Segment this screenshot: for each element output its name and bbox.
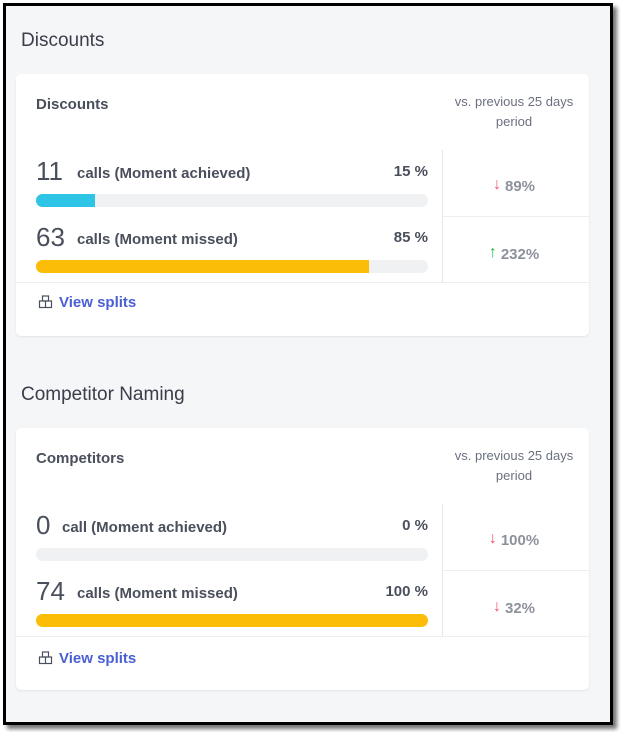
section-title-competitor-naming: Competitor Naming [21, 384, 185, 405]
section-title-discounts: Discounts [21, 30, 105, 51]
competitors-card: Competitors vs. previous 25 days period … [16, 428, 589, 690]
moments-panel: Discounts Discounts vs. previous 25 days… [3, 3, 613, 725]
delta-achieved: ↓ 100% [444, 530, 584, 550]
call-count: 63 [36, 222, 65, 252]
arrow-up-icon: ↑ [488, 244, 497, 261]
row-divider [443, 570, 589, 571]
metric-description: calls (Moment achieved) [77, 165, 251, 182]
split-icon [38, 650, 53, 665]
delta-achieved: ↓ 89% [444, 176, 584, 196]
column-divider [442, 150, 443, 282]
progress-fill [36, 260, 370, 273]
row-divider [443, 216, 589, 217]
delta-value: 100% [500, 532, 540, 549]
metric-percent: 0 % [402, 517, 428, 534]
view-splits-link[interactable]: View splits [38, 294, 136, 311]
metric-description: call (Moment achieved) [62, 519, 228, 536]
progress-fill [36, 194, 95, 207]
column-divider [442, 504, 443, 636]
view-splits-link[interactable]: View splits [38, 650, 136, 667]
view-splits-label: View splits [59, 294, 137, 311]
delta-missed: ↑ 232% [444, 244, 584, 264]
progress-fill [36, 614, 428, 627]
metric-description: calls (Moment missed) [77, 231, 238, 248]
call-count: 11 [36, 156, 63, 186]
progress-track [36, 614, 428, 627]
arrow-down-icon: ↓ [488, 530, 497, 547]
call-count: 74 [36, 576, 65, 606]
split-icon [38, 294, 53, 309]
progress-track [36, 260, 428, 273]
comparison-period-label: vs. previous 25 days period [454, 94, 574, 129]
metric-description: calls (Moment missed) [77, 585, 238, 602]
footer-divider [16, 282, 589, 283]
delta-value: 32% [504, 600, 536, 617]
metric-percent: 100 % [385, 583, 428, 600]
progress-track [36, 194, 428, 207]
progress-track [36, 548, 428, 561]
delta-value: 232% [500, 246, 540, 263]
footer-divider [16, 636, 589, 637]
comparison-period-label: vs. previous 25 days period [454, 448, 574, 483]
metric-percent: 15 % [393, 163, 428, 180]
arrow-down-icon: ↓ [492, 598, 501, 615]
metric-percent: 85 % [393, 229, 428, 246]
delta-value: 89% [504, 178, 536, 195]
arrow-down-icon: ↓ [492, 176, 501, 193]
call-count: 0 [36, 510, 51, 540]
card-label: Discounts [36, 96, 109, 113]
discounts-card: Discounts vs. previous 25 days period 11… [16, 74, 589, 336]
card-label: Competitors [36, 450, 125, 467]
view-splits-label: View splits [59, 650, 137, 667]
delta-missed: ↓ 32% [444, 598, 584, 618]
